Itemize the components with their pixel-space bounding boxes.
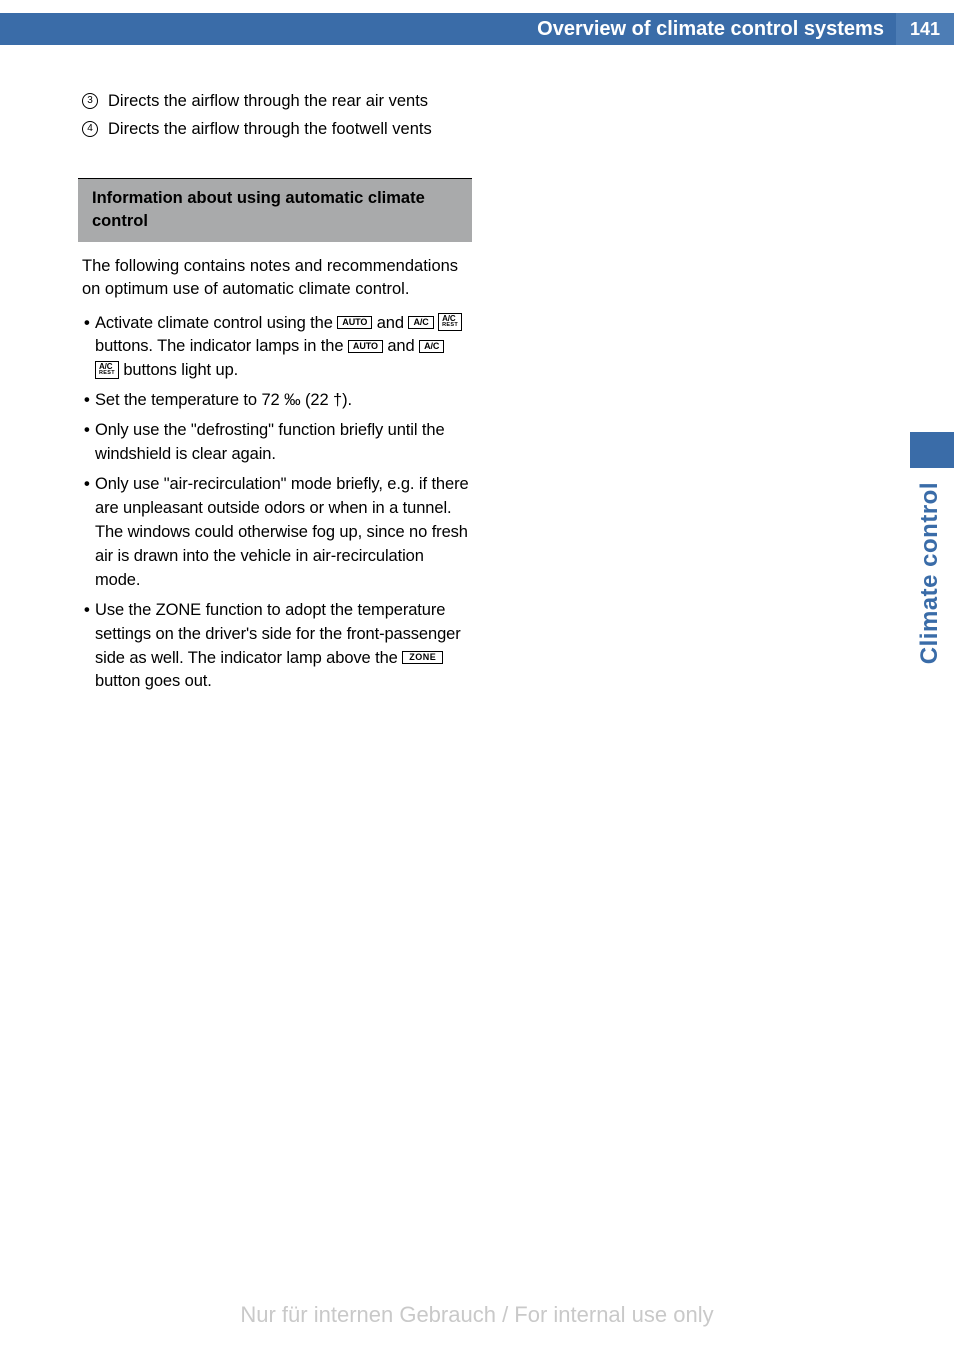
page-number: 141 — [896, 13, 954, 45]
auto-button-icon: AUTO — [348, 340, 383, 353]
watermark: Nur für internen Gebrauch / For internal… — [0, 1302, 954, 1328]
page-header: Overview of climate control systems 141 — [0, 0, 954, 52]
heading-text: Information about using automatic climat… — [92, 189, 425, 230]
bullet-text: Only use the "defrosting" function brief… — [95, 419, 472, 467]
list-item: • Only use the "defrosting" function bri… — [82, 419, 472, 467]
header-title: Overview of climate control systems — [537, 18, 896, 41]
list-item: • Only use "air-recirculation" mode brie… — [82, 473, 472, 593]
ac-button-icon: A/C — [408, 316, 433, 329]
bullet-icon: • — [82, 419, 95, 467]
side-tab-marker — [910, 432, 954, 468]
bullet-list: • Activate climate control using the AUT… — [82, 312, 472, 695]
list-item: • Activate climate control using the AUT… — [82, 312, 472, 384]
subsection-heading: Information about using automatic climat… — [78, 178, 472, 242]
list-item: • Use the ZONE function to adopt the tem… — [82, 599, 472, 695]
bullet-icon: • — [82, 473, 95, 593]
ac-rest-button-icon: A/CREST — [95, 361, 119, 379]
list-item: 3 Directs the airflow through the rear a… — [82, 90, 472, 113]
ac-button-icon: A/C — [419, 340, 444, 353]
item-number: 4 — [82, 121, 98, 137]
ac-rest-button-icon: A/CREST — [438, 313, 462, 331]
bullet-text: Set the temperature to 72 ‰ (22 †). — [95, 389, 472, 413]
list-item: • Set the temperature to 72 ‰ (22 †). — [82, 389, 472, 413]
bullet-icon: • — [82, 312, 95, 384]
bullet-text: Use the ZONE function to adopt the tempe… — [95, 599, 472, 695]
side-tab-label: Climate control — [910, 468, 950, 678]
header-bar: Overview of climate control systems 141 — [0, 13, 954, 45]
item-text: Directs the airflow through the footwell… — [108, 118, 432, 141]
bullet-icon: • — [82, 599, 95, 695]
main-content: 3 Directs the airflow through the rear a… — [82, 90, 472, 700]
bullet-text: Activate climate control using the AUTO … — [95, 312, 472, 384]
bullet-text: Only use "air-recirculation" mode briefl… — [95, 473, 472, 593]
item-number: 3 — [82, 93, 98, 109]
side-tab: Climate control — [910, 432, 954, 748]
zone-button-icon: ZONE — [402, 651, 443, 664]
item-text: Directs the airflow through the rear air… — [108, 90, 428, 113]
bullet-icon: • — [82, 389, 95, 413]
auto-button-icon: AUTO — [337, 316, 372, 329]
intro-text: The following contains notes and recomme… — [82, 255, 472, 302]
list-item: 4 Directs the airflow through the footwe… — [82, 118, 472, 141]
numbered-list: 3 Directs the airflow through the rear a… — [82, 90, 472, 142]
